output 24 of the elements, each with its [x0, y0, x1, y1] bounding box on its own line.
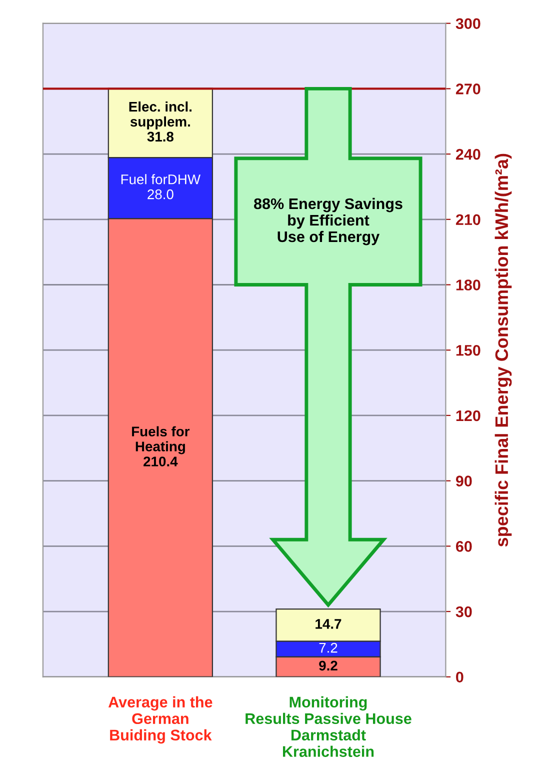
- y-axis-title: specific Final Energy Consumption kWh/(m²a): [494, 154, 512, 547]
- y-tick-label: 180: [456, 280, 480, 290]
- y-tick-label: 210: [456, 214, 480, 226]
- data-label: 28.0: [148, 189, 174, 200]
- y-tick-label: 60: [456, 541, 472, 552]
- y-tick-label: 30: [456, 606, 472, 618]
- y-tick-label: 240: [456, 148, 480, 160]
- y-tick-label: 270: [456, 84, 480, 94]
- y-tick-label: 90: [456, 476, 472, 486]
- y-tick-label: 0: [456, 672, 464, 683]
- series-label: Elec. incl. supplem.: [129, 101, 192, 130]
- data-label: 9.2: [319, 660, 338, 671]
- series-label: Fuel forDHW: [121, 174, 201, 184]
- data-label: 210.4: [144, 456, 178, 466]
- y-tick-label: 150: [456, 344, 480, 356]
- data-label: 31.8: [147, 132, 174, 142]
- x-tick-label: Average in the German Buiding Stock: [108, 696, 212, 744]
- series-label: Fuels for Heating: [132, 426, 190, 454]
- x-tick-label: Monitoring Results Passive House Darmstadt Kranichstein: [246, 696, 412, 757]
- y-tick-label: 120: [456, 410, 480, 422]
- data-label: 14.7: [316, 619, 342, 629]
- annotation: 88% Energy Savings by Efficient Use of Energy: [254, 198, 402, 246]
- y-tick-label: 300: [456, 18, 480, 30]
- data-label: 7.2: [319, 642, 338, 653]
